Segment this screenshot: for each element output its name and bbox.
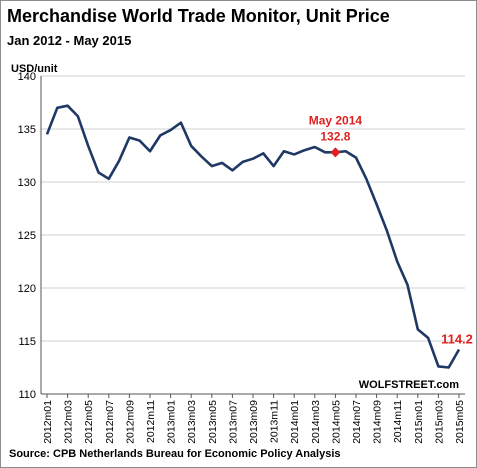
chart-title: Merchandise World Trade Monitor, Unit Pr… (7, 6, 390, 26)
y-tick-label: 120 (18, 283, 36, 295)
annotations: May 2014 132.8 114.2 (309, 113, 473, 346)
x-tick-label: 2013m01 (166, 400, 178, 444)
annotation-date-label: May 2014 (309, 113, 363, 127)
x-tick-label: 2014m11 (392, 400, 404, 443)
x-tick-label: 2012m07 (104, 400, 116, 444)
y-tick-label: 125 (18, 230, 36, 242)
x-tick-label: 2012m03 (63, 400, 75, 444)
y-tick-label: 135 (18, 124, 36, 136)
x-tick-label: 2013m05 (207, 400, 219, 444)
x-tick-label: 2012m01 (42, 400, 54, 444)
series-line (45, 104, 461, 369)
gridlines (41, 75, 465, 342)
axes (40, 76, 465, 398)
y-tick-label: 130 (18, 177, 36, 189)
x-tick-label: 2013m11 (269, 400, 281, 443)
x-tick-label: 2013m03 (186, 400, 198, 444)
x-tick-label: 2012m05 (83, 400, 95, 444)
x-tick-label: 2014m01 (289, 400, 301, 444)
x-tick-label: 2012m09 (124, 400, 136, 444)
x-tick-label: 2015m01 (413, 400, 425, 444)
x-tick-label: 2014m07 (351, 400, 363, 444)
y-tick-label: 140 (18, 71, 36, 83)
highlight-marker (330, 147, 341, 158)
y-tick-labels: 110 115 120 125 130 135 140 (18, 71, 36, 401)
watermark: WOLFSTREET.com (359, 379, 459, 391)
x-tick-label: 2013m09 (248, 400, 260, 444)
x-tick-label: 2013m07 (227, 400, 239, 444)
x-tick-labels: 2012m01 2012m03 2012m05 2012m07 2012m09 2012m… (42, 400, 466, 444)
annotation-value-label: 132.8 (320, 129, 350, 143)
y-tick-label: 110 (18, 389, 36, 401)
source-note: Source: CPB Netherlands Bureau for Econo… (9, 448, 341, 460)
x-tick-label: 2015m05 (454, 400, 466, 444)
x-tick-label: 2015m03 (433, 400, 445, 444)
x-tick-label: 2014m09 (372, 400, 384, 444)
chart-subtitle: Jan 2012 - May 2015 (7, 33, 132, 48)
end-value-label: 114.2 (441, 331, 473, 346)
y-tick-label: 115 (18, 336, 36, 348)
x-tick-label: 2014m03 (310, 400, 322, 444)
x-tick-label: 2012m11 (145, 400, 157, 443)
x-tick-label: 2014m05 (330, 400, 342, 444)
y-axis-label: USD/unit (11, 63, 58, 75)
